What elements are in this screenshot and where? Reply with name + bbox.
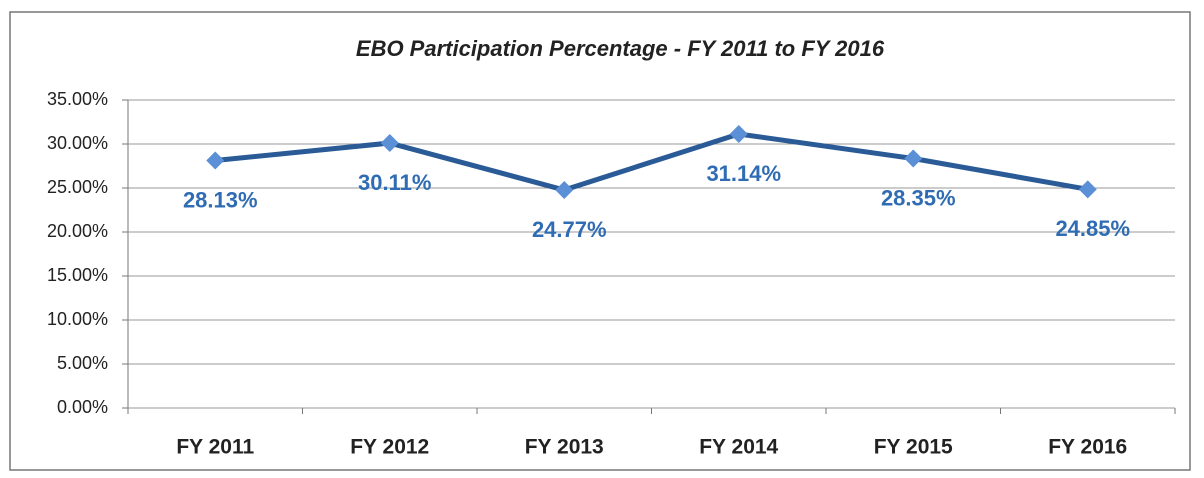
y-tick-label: 30.00% bbox=[47, 133, 108, 153]
chart-title: EBO Participation Percentage - FY 2011 t… bbox=[356, 36, 885, 61]
y-tick-label: 25.00% bbox=[47, 177, 108, 197]
x-tick-label: FY 2014 bbox=[699, 436, 778, 459]
x-tick-label: FY 2016 bbox=[1048, 436, 1127, 459]
data-marker bbox=[380, 134, 399, 153]
x-tick-label: FY 2011 bbox=[176, 436, 254, 459]
data-label: 28.13% bbox=[183, 187, 258, 212]
y-tick-label: 35.00% bbox=[47, 89, 108, 109]
y-tick-label: 0.00% bbox=[57, 397, 108, 417]
data-marker bbox=[555, 181, 574, 200]
chart-border bbox=[9, 11, 1191, 471]
y-tick-label: 15.00% bbox=[47, 265, 108, 285]
data-marker bbox=[1078, 180, 1097, 199]
y-tick-label: 10.00% bbox=[47, 309, 108, 329]
x-tick-label: FY 2012 bbox=[350, 436, 429, 459]
data-label: 31.14% bbox=[706, 161, 781, 186]
data-label: 28.35% bbox=[881, 185, 956, 210]
data-marker bbox=[206, 151, 225, 170]
data-marker bbox=[729, 124, 748, 143]
y-tick-label: 20.00% bbox=[47, 221, 108, 241]
data-marker bbox=[904, 149, 923, 168]
x-tick-label: FY 2013 bbox=[525, 436, 604, 459]
x-tick-label: FY 2015 bbox=[874, 436, 953, 459]
data-label: 24.85% bbox=[1055, 216, 1130, 241]
data-label: 24.77% bbox=[532, 217, 607, 242]
data-line bbox=[215, 131, 1089, 193]
y-tick-label: 5.00% bbox=[57, 353, 108, 373]
data-label: 30.11% bbox=[358, 170, 431, 195]
